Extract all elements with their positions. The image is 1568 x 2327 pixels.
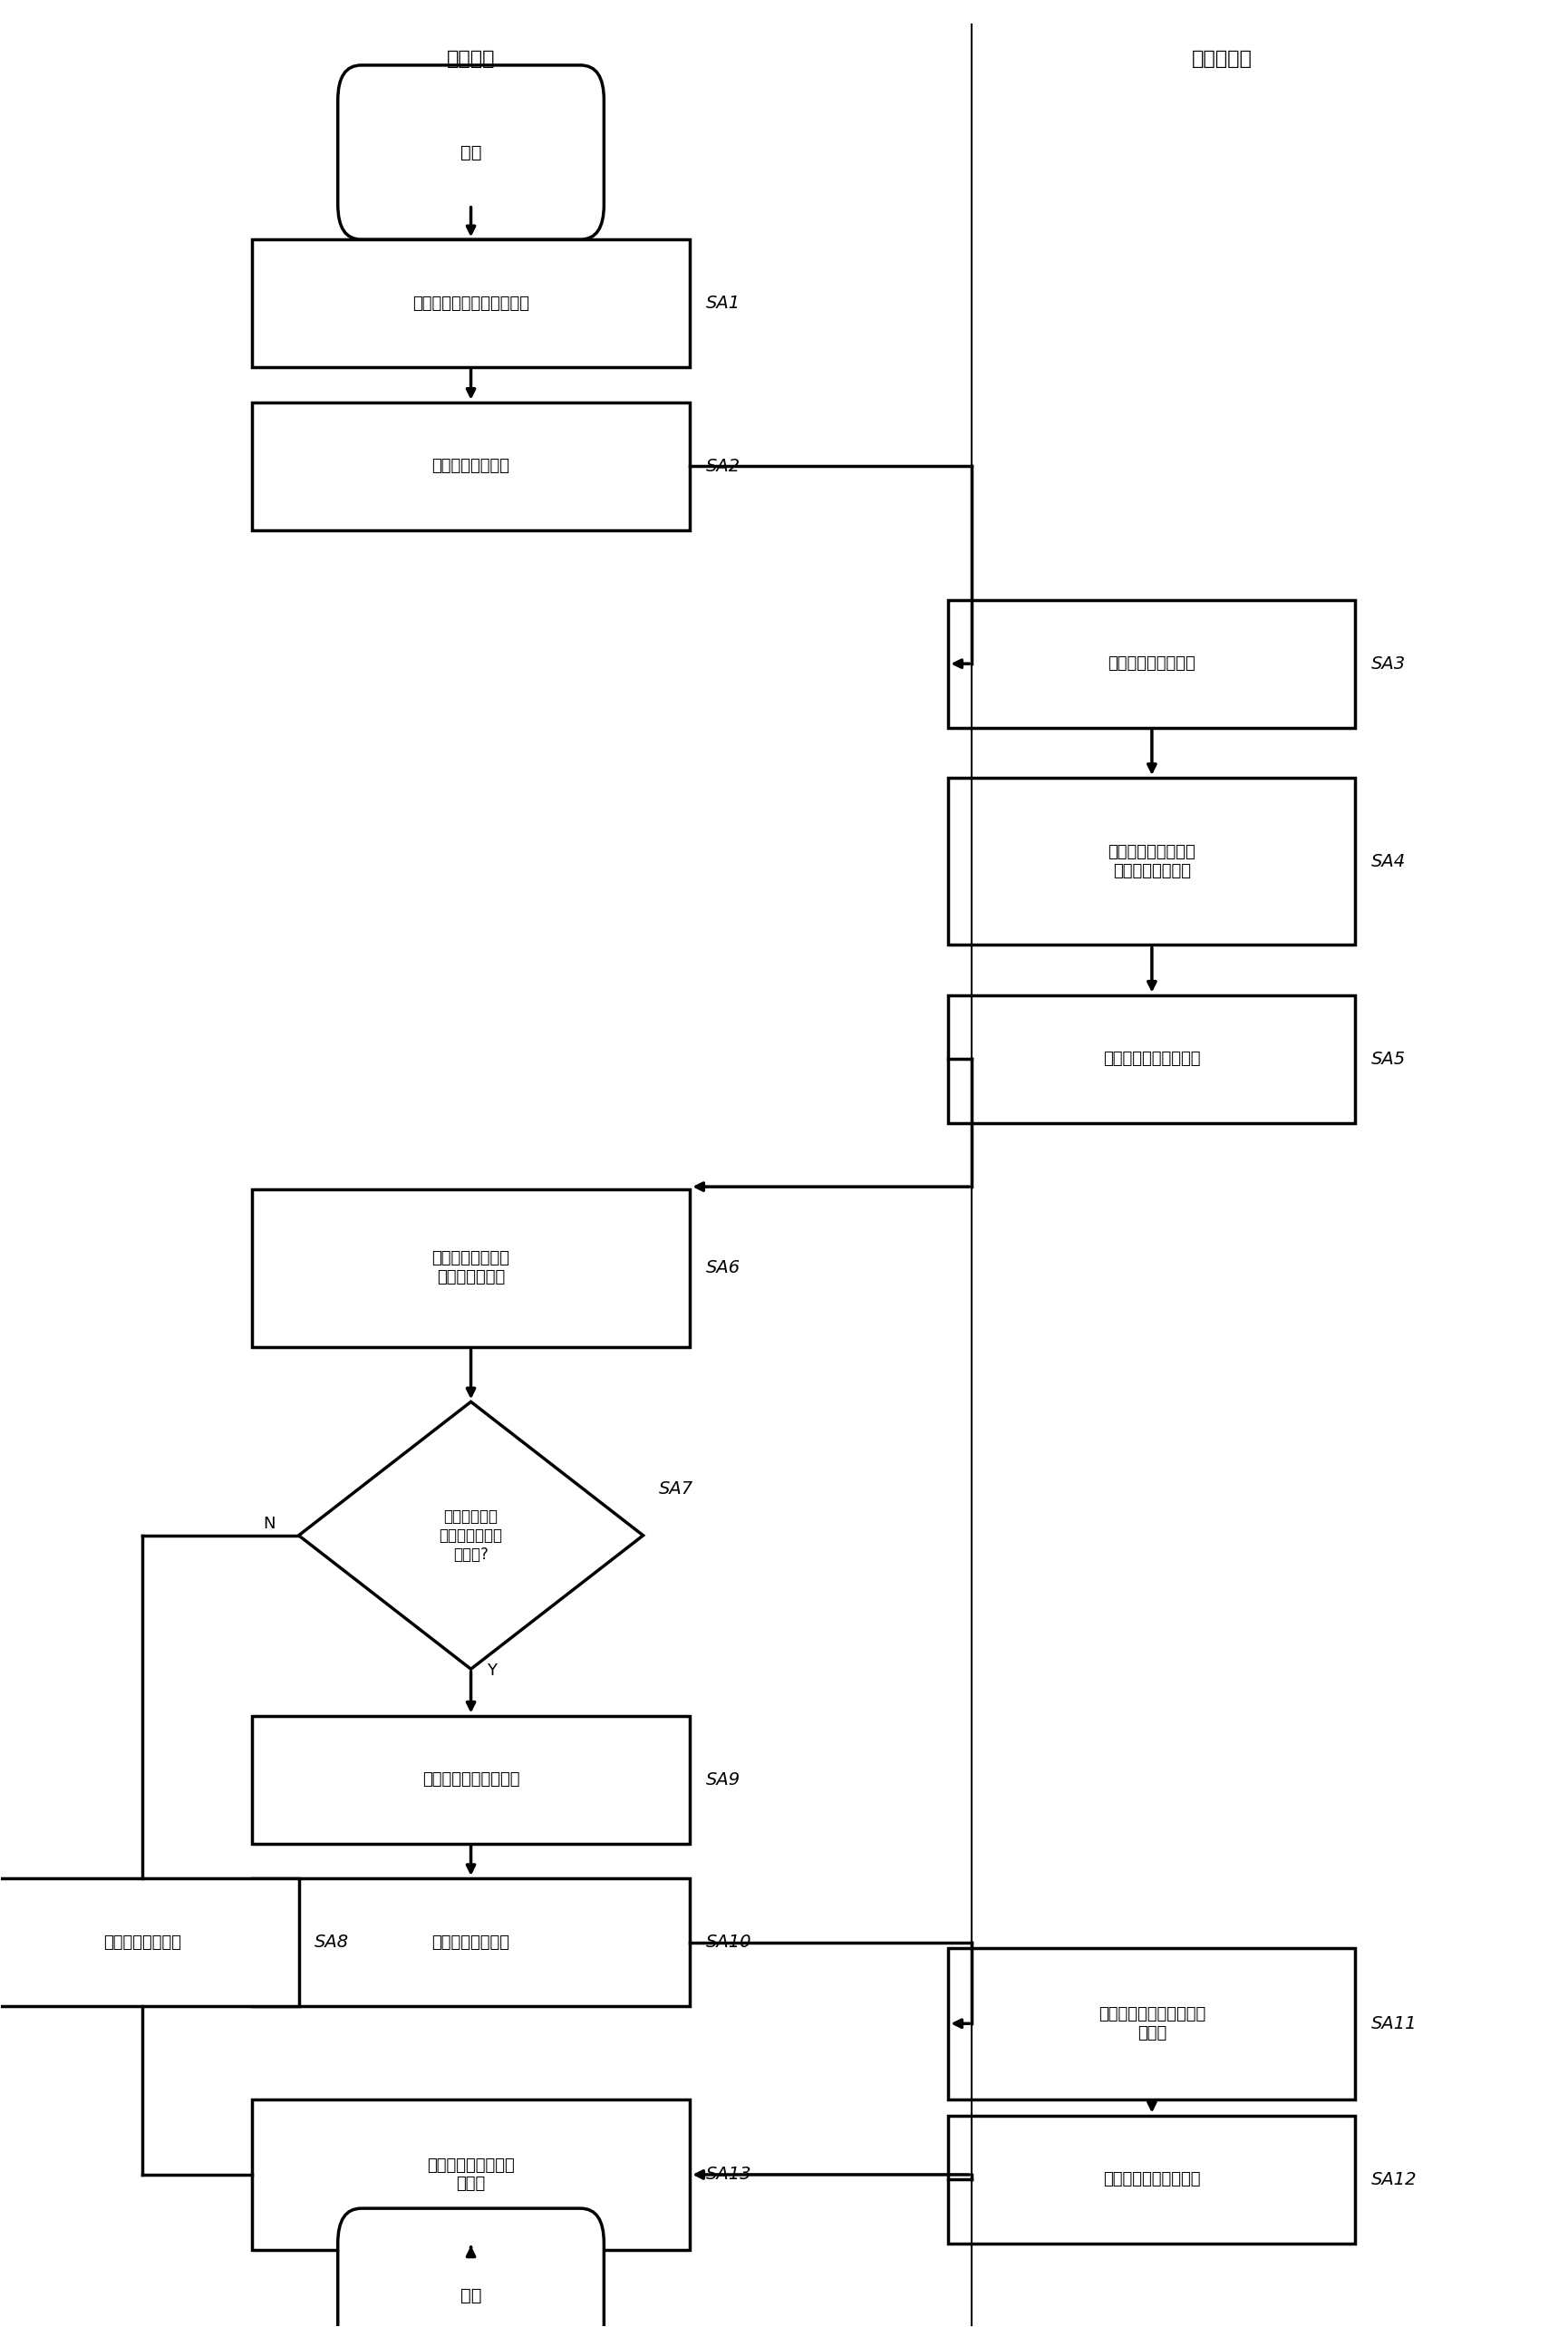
Text: SA5: SA5 (1370, 1049, 1405, 1068)
FancyBboxPatch shape (949, 777, 1355, 945)
Text: 比较输入纸币张数
和放入纸币张数: 比较输入纸币张数 和放入纸币张数 (431, 1250, 510, 1287)
Text: SA9: SA9 (706, 1771, 740, 1787)
Text: SA1: SA1 (706, 296, 740, 312)
Text: 发送纸币存款完毕通知: 发送纸币存款完毕通知 (1104, 2171, 1201, 2187)
FancyBboxPatch shape (949, 996, 1355, 1124)
Text: 存储输入纸币张数: 存储输入纸币张数 (431, 458, 510, 475)
Text: 显示收纳开始确认画面: 显示收纳开始确认画面 (422, 1771, 519, 1787)
Text: 将纸币输送到鉴别部: 将纸币输送到鉴别部 (1109, 656, 1196, 673)
Text: N: N (263, 1515, 276, 1531)
FancyBboxPatch shape (252, 2099, 690, 2250)
Text: SA3: SA3 (1370, 656, 1405, 673)
Text: SA13: SA13 (706, 2166, 751, 2183)
FancyBboxPatch shape (337, 2208, 604, 2327)
Text: 发送交易中止通知: 发送交易中止通知 (103, 1934, 182, 1950)
Text: 输入纸币张数
和放入纸币张数
一致吗?: 输入纸币张数 和放入纸币张数 一致吗? (439, 1508, 503, 1561)
Text: 将纸币收纳到各面值纸币
收纳部: 将纸币收纳到各面值纸币 收纳部 (1098, 2006, 1206, 2041)
Text: 纸币处理机: 纸币处理机 (1192, 51, 1253, 67)
Polygon shape (298, 1401, 643, 1668)
Text: SA8: SA8 (314, 1934, 350, 1950)
Text: 将存款交易信息发送
到主机: 将存款交易信息发送 到主机 (426, 2157, 514, 2192)
FancyBboxPatch shape (0, 1878, 298, 2006)
Text: 开始: 开始 (461, 144, 481, 161)
Text: SA11: SA11 (1370, 2015, 1417, 2031)
Text: 发送强制存款张数通知: 发送强制存款张数通知 (1104, 1052, 1201, 1068)
Text: SA10: SA10 (706, 1934, 751, 1950)
FancyBboxPatch shape (252, 1878, 690, 2006)
Text: SA12: SA12 (1370, 2171, 1417, 2187)
Text: SA4: SA4 (1370, 852, 1405, 870)
FancyBboxPatch shape (949, 2115, 1355, 2243)
Text: 窗口终端: 窗口终端 (447, 51, 495, 67)
Text: 将鉴别过面值的纸币
收集到暂时收集部: 将鉴别过面值的纸币 收集到暂时收集部 (1109, 845, 1196, 880)
FancyBboxPatch shape (252, 1189, 690, 1347)
FancyBboxPatch shape (337, 65, 604, 240)
Text: SA7: SA7 (659, 1480, 693, 1499)
Text: 显示强制存款纸币放入画面: 显示强制存款纸币放入画面 (412, 296, 530, 312)
Text: 结束: 结束 (461, 2287, 481, 2304)
FancyBboxPatch shape (252, 403, 690, 531)
Text: SA6: SA6 (706, 1259, 740, 1278)
FancyBboxPatch shape (252, 240, 690, 368)
Text: Y: Y (486, 1661, 497, 1678)
FancyBboxPatch shape (949, 600, 1355, 728)
FancyBboxPatch shape (949, 1948, 1355, 2099)
Text: 发送纸币收纳指示: 发送纸币收纳指示 (431, 1934, 510, 1950)
Text: SA2: SA2 (706, 458, 740, 475)
FancyBboxPatch shape (252, 1715, 690, 1843)
